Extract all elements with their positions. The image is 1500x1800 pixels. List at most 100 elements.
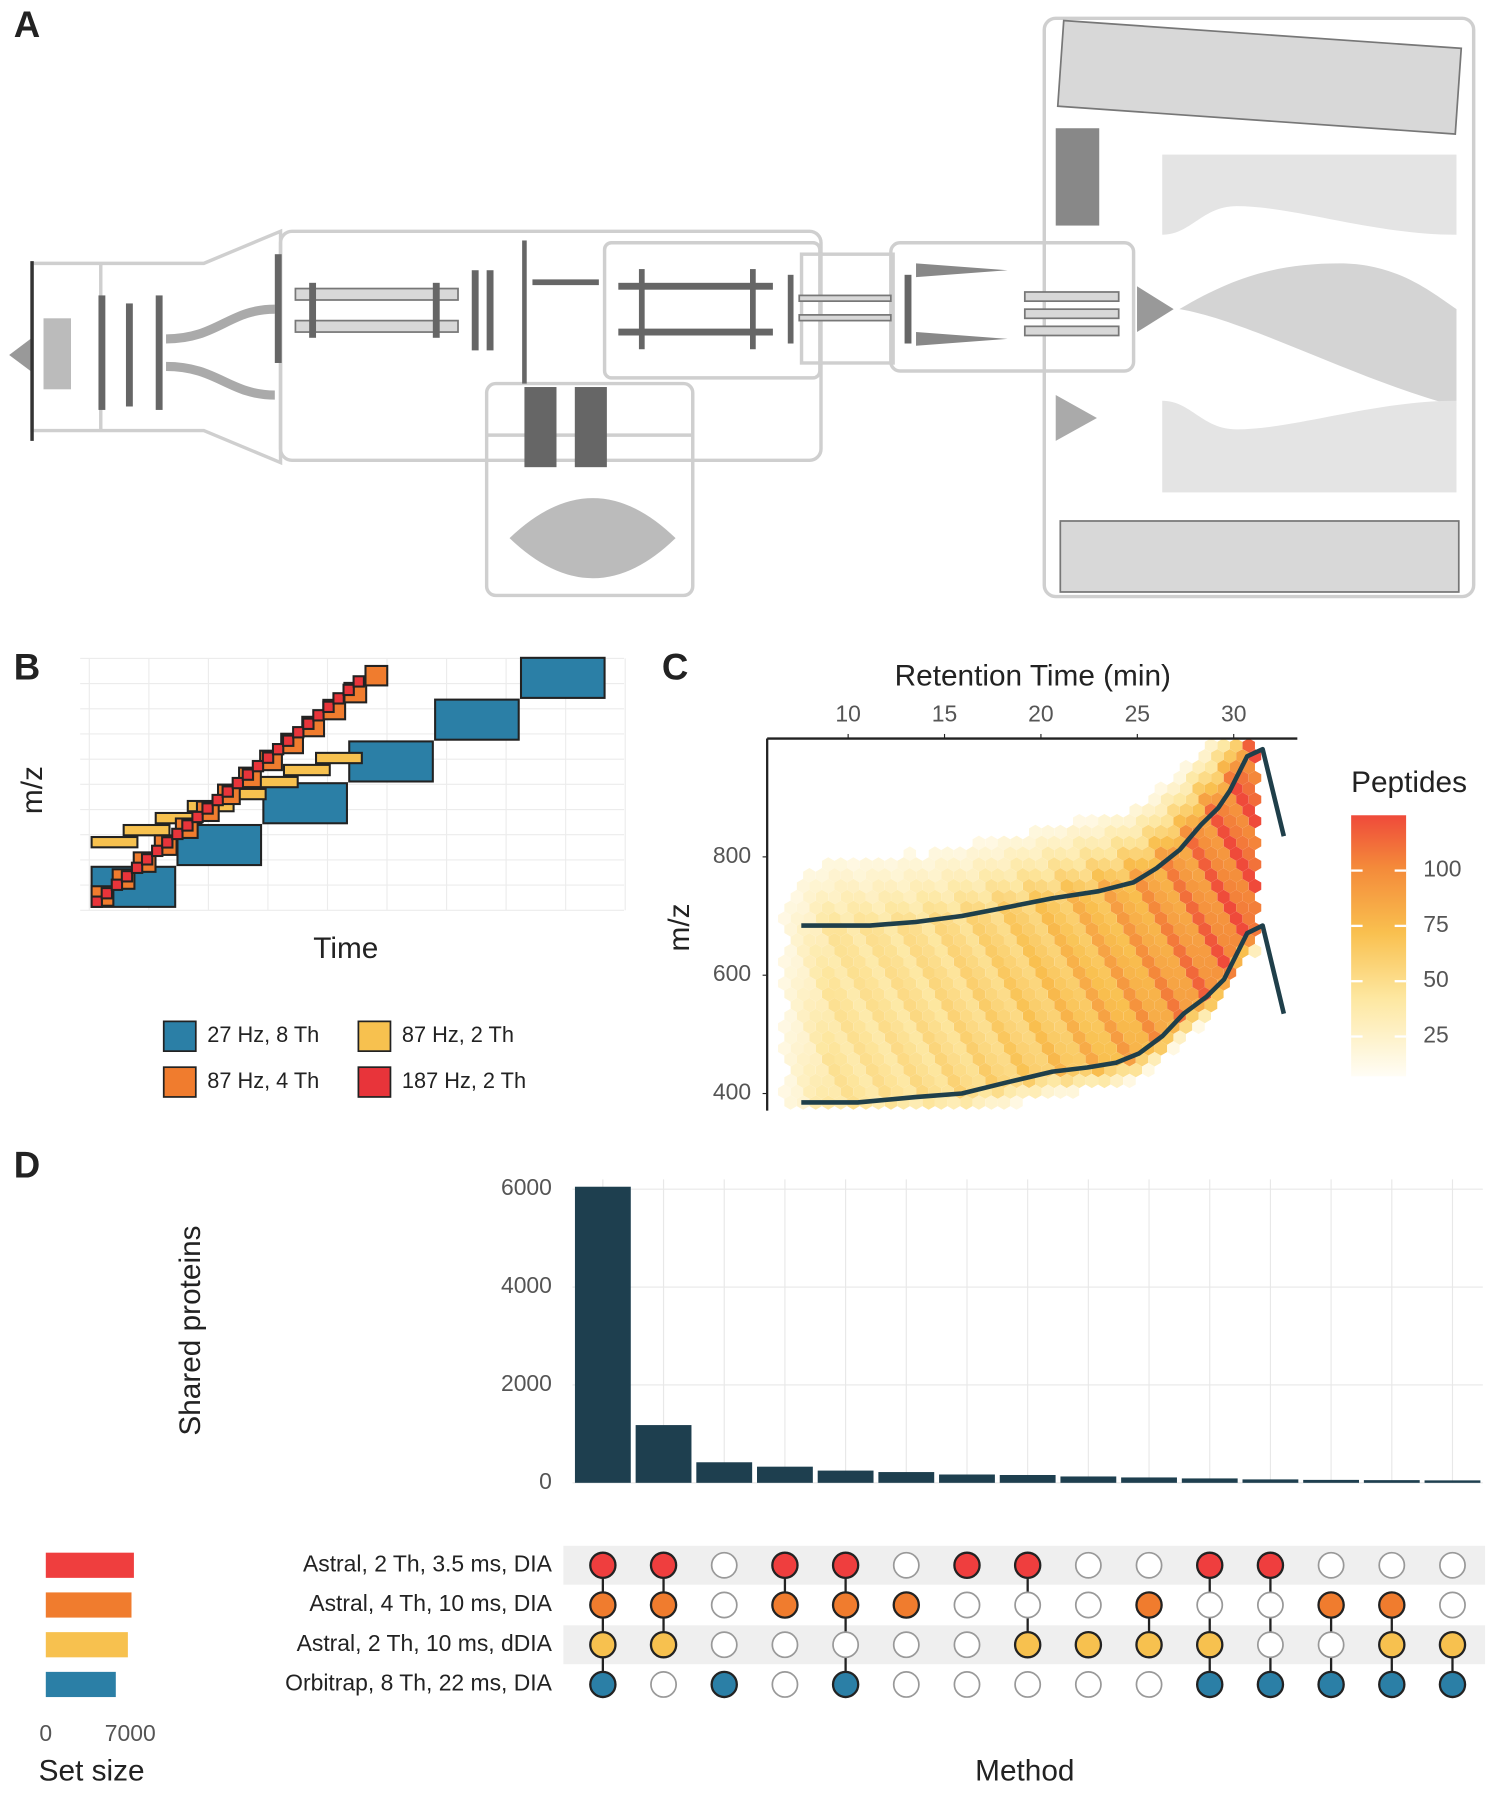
hex-bin [941, 889, 954, 905]
dot-filled [1195, 1630, 1224, 1659]
hex-bin [1066, 1019, 1080, 1034]
legend-swatch [162, 1066, 197, 1098]
lens [904, 274, 912, 344]
isolation-window [231, 776, 245, 790]
boundary-line [801, 923, 1287, 1105]
hex-bin [1085, 1008, 1099, 1024]
hex-bin [822, 987, 835, 1002]
dot-empty [892, 1631, 920, 1659]
hex-bin [1167, 803, 1180, 818]
hex-bin [1142, 976, 1155, 991]
hex-bin [834, 857, 847, 872]
hex-bin [1167, 781, 1180, 796]
hex-bin [953, 846, 967, 861]
ion-mirror [1162, 154, 1457, 235]
hex-bin [1047, 878, 1061, 894]
hex-bin [991, 932, 1004, 948]
hex-bin [1167, 889, 1180, 905]
hex-bin [934, 987, 948, 1002]
legend-swatch [162, 1020, 197, 1053]
hex-bin [790, 997, 804, 1013]
set-label: Orbitrap, 8 Th, 22 ms, DIA [285, 1670, 552, 1696]
hex-bin [960, 900, 973, 915]
hex-bin [972, 1052, 986, 1067]
hex-bin [922, 878, 935, 894]
dot-empty [650, 1671, 678, 1698]
mirror-electrodes [1059, 520, 1460, 593]
hex-bin [803, 954, 816, 970]
hex-bin [872, 900, 885, 915]
hex-bin [909, 1030, 923, 1045]
hex-bin [1022, 943, 1036, 959]
hex-bin [1022, 922, 1036, 937]
hex-bin [1192, 868, 1205, 883]
hex-bin [1142, 997, 1155, 1013]
hex-bin [1123, 900, 1136, 915]
hex-bin [853, 1084, 866, 1099]
hex-bin [947, 987, 960, 1002]
hex-bin [934, 943, 948, 959]
hex-bin [872, 987, 885, 1002]
isolation-window [120, 870, 134, 883]
rod [532, 279, 599, 286]
hex-bin [1079, 911, 1092, 926]
isolation-window [312, 709, 325, 722]
lens [522, 240, 527, 384]
hex-bin [978, 911, 992, 926]
hex-bin [991, 911, 1004, 926]
isolation-window [332, 692, 345, 705]
hex-bin [1022, 1008, 1036, 1024]
hex-bin [934, 1008, 948, 1024]
hex-bin [1060, 922, 1074, 937]
hex-bin [809, 900, 822, 915]
hex-bin [809, 1073, 822, 1089]
hex-bin [1098, 922, 1111, 937]
hex-bin [934, 1030, 948, 1045]
set-label: Astral, 4 Th, 10 ms, DIA [309, 1590, 552, 1616]
hex-bin [1029, 997, 1042, 1013]
hex-bin [1167, 868, 1180, 883]
hex-bin [997, 965, 1011, 980]
hex-bin [1154, 781, 1168, 796]
hex-bin [803, 932, 816, 948]
hex-bin [960, 1073, 973, 1089]
hex-bin [1173, 987, 1186, 1002]
hex-bin [947, 1052, 960, 1067]
rod [1023, 291, 1120, 303]
hex-bin [1129, 889, 1143, 905]
hex-bin [803, 997, 816, 1013]
hex-bin [897, 878, 910, 894]
hex-bin [822, 943, 835, 959]
hex-bin [916, 976, 929, 991]
hex-bin [803, 911, 816, 926]
hex-bin [1116, 997, 1130, 1013]
hex-bin [878, 1019, 891, 1034]
hex-bin [884, 1073, 898, 1089]
rod [798, 314, 892, 322]
isolation-window [282, 734, 295, 747]
hex-bin [1073, 943, 1086, 959]
hex-bin [1154, 1019, 1168, 1034]
hex-bin [1029, 976, 1042, 991]
hex-bin [815, 932, 829, 948]
hex-bin [928, 1041, 942, 1056]
hex-bin [997, 987, 1011, 1002]
hex-bin [1123, 943, 1136, 959]
hex-bin [1217, 868, 1230, 883]
hex-bin [1116, 1041, 1130, 1056]
hex-bin [978, 868, 992, 883]
hex-bin [1085, 987, 1099, 1002]
hex-bin [1192, 889, 1205, 905]
hex-bin [928, 932, 942, 948]
colorbar-tick-label: 75 [1423, 911, 1448, 937]
hex-bin [1186, 943, 1199, 959]
panel-b: m/z Time 27 Hz, 8 Th 87 Hz, 2 Th 87 Hz, 4 … [16, 656, 626, 1098]
hex-bin [1142, 803, 1155, 818]
hex-bin [1085, 857, 1099, 872]
hex-bin [1098, 943, 1111, 959]
isolation-window [292, 726, 305, 739]
hex-bin [778, 1084, 791, 1099]
hex-bin [840, 1084, 854, 1099]
hex-bin [834, 878, 847, 894]
hex-bin [1160, 900, 1174, 915]
